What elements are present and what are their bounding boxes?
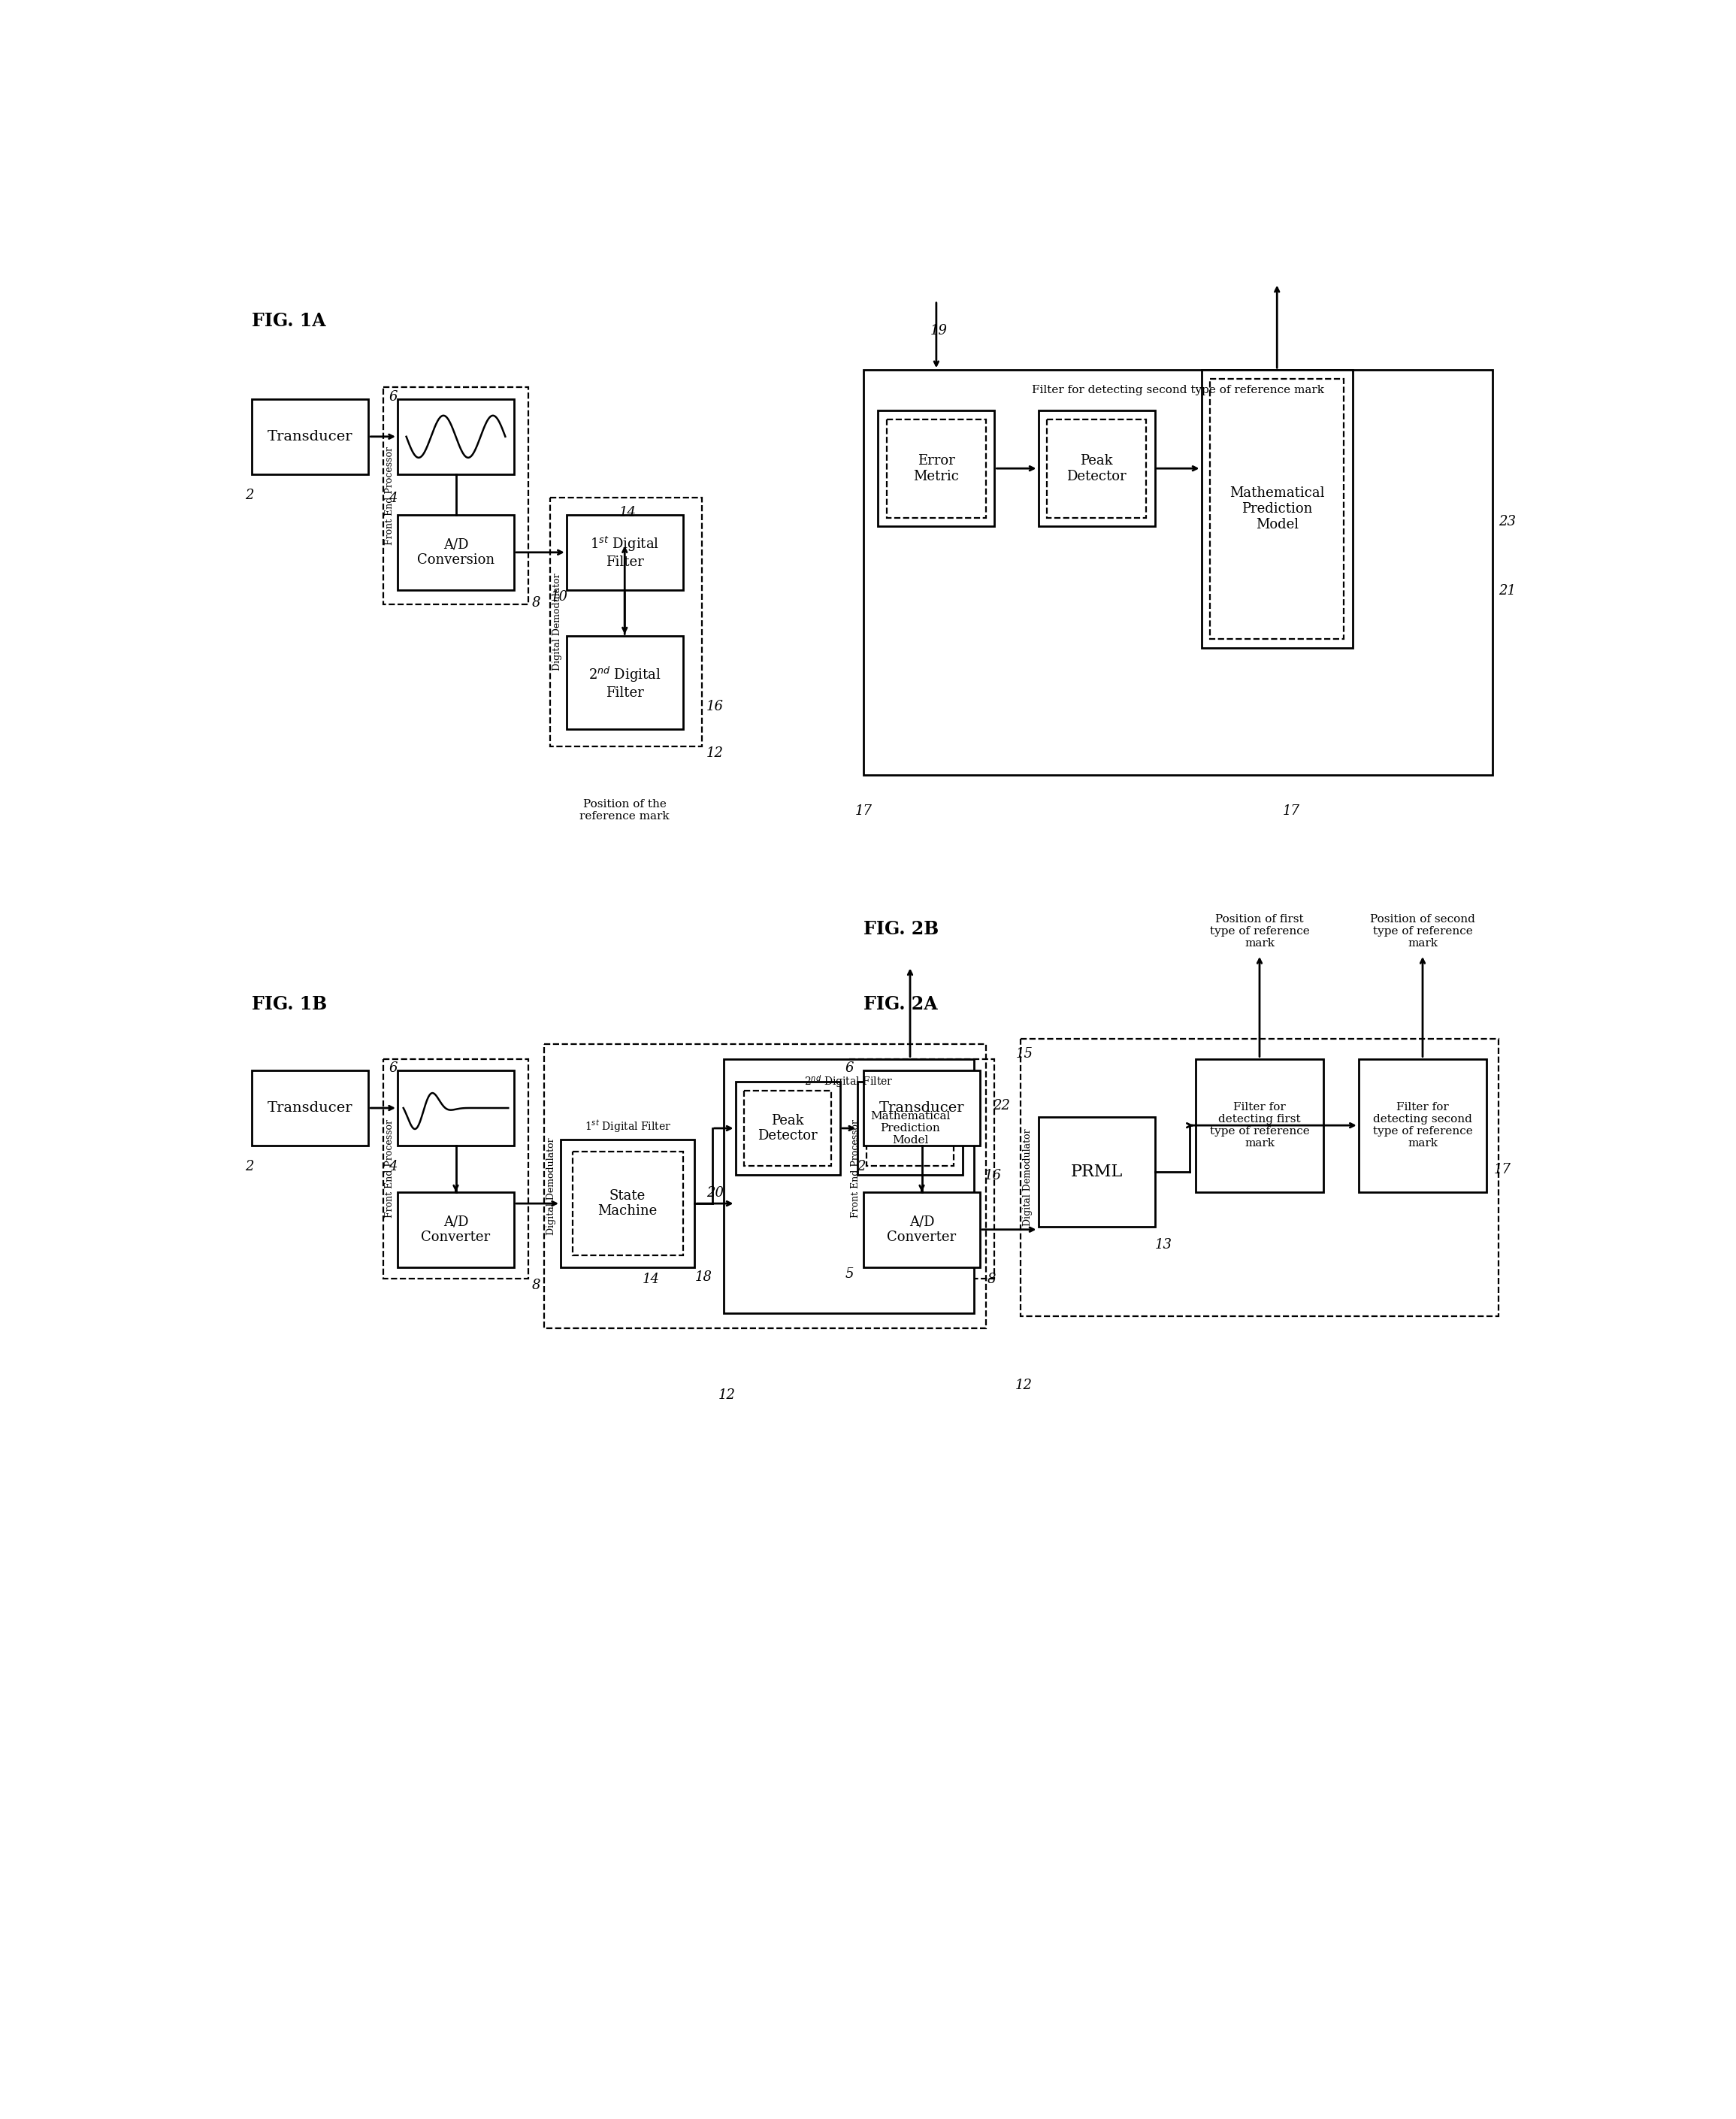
Text: 4: 4 (389, 492, 398, 504)
Text: FIG. 1A: FIG. 1A (252, 311, 326, 331)
Bar (1038, 411, 1154, 526)
Text: 17: 17 (854, 803, 871, 818)
Text: 14: 14 (642, 1274, 660, 1286)
Bar (1201, 371, 1352, 648)
Bar (545, 1045, 986, 1329)
Bar (384, 1060, 528, 1278)
Bar (573, 1151, 682, 1257)
Text: 12: 12 (1016, 1377, 1033, 1392)
Text: Position of first
type of reference
mark: Position of first type of reference mark (1210, 913, 1309, 949)
Bar (384, 388, 528, 604)
Text: A/D
Converter: A/D Converter (422, 1214, 490, 1244)
Bar (1210, 379, 1344, 640)
Bar (398, 1070, 514, 1146)
Text: 13: 13 (1154, 1237, 1172, 1252)
Bar (398, 1191, 514, 1267)
Text: 15: 15 (1016, 1047, 1033, 1062)
Bar (1038, 1117, 1154, 1227)
Bar (566, 636, 682, 729)
Bar (1196, 1060, 1323, 1191)
Text: 2$^{nd}$ Digital
Filter: 2$^{nd}$ Digital Filter (589, 665, 661, 699)
Text: 10: 10 (550, 589, 568, 604)
Text: Filter for
detecting first
type of reference
mark: Filter for detecting first type of refer… (1210, 1102, 1309, 1148)
Text: PRML: PRML (1071, 1163, 1123, 1180)
Text: 8: 8 (531, 595, 540, 610)
Text: 1$^{st}$ Digital
Filter: 1$^{st}$ Digital Filter (590, 536, 660, 570)
Bar (863, 1191, 981, 1267)
Bar (1359, 1060, 1486, 1191)
Bar (878, 411, 995, 526)
Text: Filter for
detecting second
type of reference
mark: Filter for detecting second type of refe… (1373, 1102, 1472, 1148)
Bar (398, 398, 514, 475)
Text: Front End Processor: Front End Processor (851, 1119, 861, 1218)
Text: Front End Processor: Front End Processor (385, 447, 394, 545)
Text: Mathematical
Prediction
Model: Mathematical Prediction Model (1229, 487, 1325, 532)
Text: 22: 22 (993, 1100, 1010, 1112)
Text: 20: 20 (707, 1187, 724, 1199)
Bar (863, 1070, 981, 1146)
Bar (566, 515, 682, 589)
Bar (863, 371, 1493, 776)
Text: A/D
Conversion: A/D Conversion (417, 538, 495, 568)
Text: 6: 6 (389, 390, 398, 405)
Text: 6: 6 (845, 1062, 854, 1074)
Bar (745, 1091, 832, 1165)
Text: FIG. 1B: FIG. 1B (252, 996, 326, 1013)
Text: Position of the
reference mark: Position of the reference mark (580, 799, 670, 822)
Bar (858, 1083, 962, 1174)
Text: 8: 8 (531, 1278, 540, 1293)
Text: 8: 8 (988, 1274, 996, 1286)
Text: 16: 16 (984, 1170, 1002, 1182)
Text: 1$^{st}$ Digital Filter: 1$^{st}$ Digital Filter (585, 1119, 670, 1134)
Text: 16: 16 (707, 699, 724, 714)
Bar (1021, 1038, 1498, 1316)
Text: Transducer: Transducer (267, 1102, 352, 1115)
Bar (866, 1091, 953, 1165)
Bar (561, 1140, 694, 1267)
Text: 6: 6 (389, 1062, 398, 1074)
Text: 18: 18 (694, 1269, 712, 1284)
Text: Digital Demodulator: Digital Demodulator (1023, 1129, 1033, 1227)
Text: 2$^{nd}$ Digital Filter: 2$^{nd}$ Digital Filter (804, 1074, 894, 1089)
Text: Peak
Detector: Peak Detector (1066, 453, 1127, 483)
Text: 17: 17 (1493, 1163, 1510, 1176)
Bar (252, 398, 368, 475)
Text: 5: 5 (845, 1267, 854, 1280)
Text: Error
Metric: Error Metric (913, 453, 960, 483)
Bar (887, 420, 986, 517)
Bar (1047, 420, 1146, 517)
Bar (849, 1060, 995, 1278)
Text: Peak
Detector: Peak Detector (759, 1115, 818, 1142)
Text: State
Machine: State Machine (597, 1189, 658, 1218)
Text: 21: 21 (1498, 585, 1516, 598)
Text: 12: 12 (719, 1388, 734, 1403)
Text: 2: 2 (245, 1159, 253, 1174)
Text: 2: 2 (856, 1159, 865, 1174)
Text: Position of second
type of reference
mark: Position of second type of reference mar… (1370, 913, 1476, 949)
Text: 14: 14 (618, 506, 635, 519)
Text: Digital Demodulator: Digital Demodulator (552, 572, 562, 670)
Text: 17: 17 (1283, 803, 1300, 818)
Bar (724, 1060, 974, 1314)
Text: 19: 19 (930, 324, 948, 337)
Text: 2: 2 (245, 489, 253, 502)
Bar (550, 498, 701, 746)
Bar (252, 1070, 368, 1146)
Text: Digital Demodulator: Digital Demodulator (547, 1138, 556, 1235)
Text: 23: 23 (1498, 515, 1516, 528)
Bar (736, 1083, 840, 1174)
Text: 4: 4 (389, 1159, 398, 1174)
Text: Mathematical
Prediction
Model: Mathematical Prediction Model (870, 1110, 950, 1146)
Text: Front End Processor: Front End Processor (385, 1119, 394, 1218)
Text: A/D
Converter: A/D Converter (887, 1214, 957, 1244)
Text: 12: 12 (707, 746, 724, 761)
Bar (398, 515, 514, 589)
Text: Transducer: Transducer (878, 1102, 965, 1115)
Text: Transducer: Transducer (267, 430, 352, 443)
Text: FIG. 2B: FIG. 2B (863, 920, 939, 939)
Text: Filter for detecting second type of reference mark: Filter for detecting second type of refe… (1031, 384, 1325, 394)
Text: FIG. 2A: FIG. 2A (863, 996, 937, 1013)
